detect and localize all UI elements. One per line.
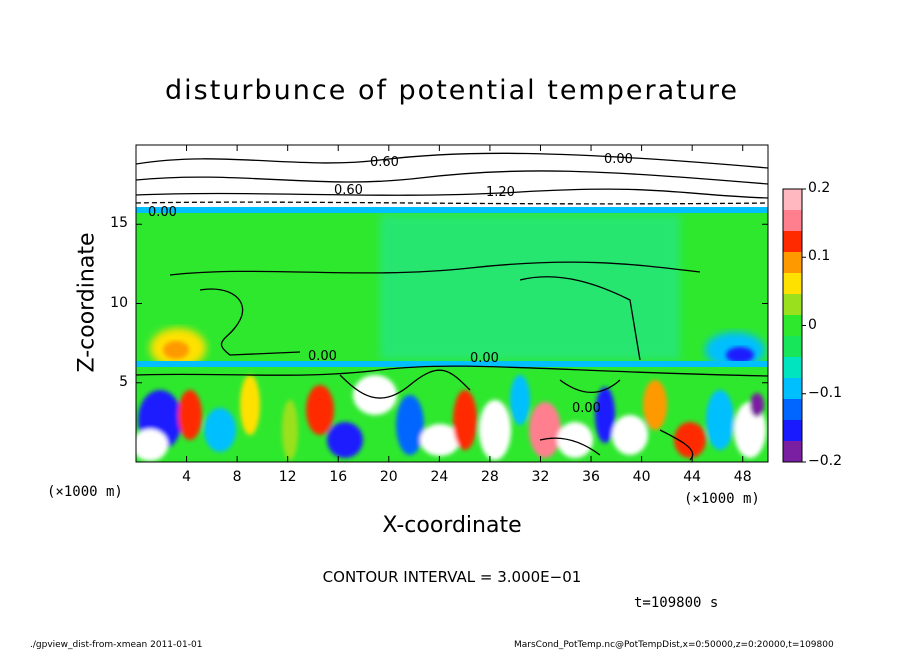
x-tick-label: 4 (182, 469, 191, 485)
colorbar-swatch (783, 231, 802, 253)
footer-right: MarsCond_PotTemp.nc@PotTempDist,x=0:5000… (514, 640, 834, 650)
colorbar-tick-label: 0.2 (808, 180, 831, 196)
x-tick-label: 28 (480, 469, 499, 485)
x-tick-label: 40 (632, 469, 651, 485)
colorbar-swatch (783, 399, 802, 421)
x-tick-label: 24 (430, 469, 449, 485)
footer-left: ./gpview_dist-from-xmean 2011-01-01 (30, 640, 203, 650)
chart-title: disturbunce of potential temperature (165, 75, 739, 106)
colorbar-swatch (783, 273, 802, 295)
colorbar-swatch (783, 441, 802, 463)
contour-label: 1.20 (486, 185, 515, 200)
x-unit-left: (×1000 m) (47, 484, 123, 500)
colorbar-tick-label: −0.1 (808, 384, 842, 401)
y-axis-label: Z-coordinate (74, 232, 100, 373)
contour-label: 0.00 (604, 152, 633, 167)
x-tick-label: 20 (379, 469, 398, 485)
y-tick-label: 15 (110, 215, 128, 232)
colorbar-tick-label: 0.1 (808, 248, 831, 265)
contour-interval: CONTOUR INTERVAL = 3.000E−01 (322, 568, 582, 586)
contour-label: 0.00 (572, 401, 601, 416)
contour-label: 0.00 (470, 351, 499, 366)
colorbar-tick-label: 0 (808, 316, 817, 333)
contour-label: 0.00 (148, 205, 177, 220)
x-tick-label: 36 (582, 469, 600, 485)
colorbar-swatch (783, 420, 802, 442)
colorbar-swatch (783, 378, 802, 400)
colorbar-swatch (783, 294, 802, 316)
colorbar-swatch (783, 189, 802, 211)
colorbar-tick-label: −0.2 (808, 453, 842, 469)
x-tick-label: 48 (733, 469, 752, 485)
x-tick-label: 8 (232, 469, 242, 485)
x-tick-label: 44 (683, 469, 702, 485)
x-tick-label: 32 (531, 469, 550, 485)
heatmap-field (136, 145, 768, 462)
colorbar (782, 188, 803, 463)
contour-label: 0.60 (334, 183, 363, 198)
y-tick-label: 10 (110, 294, 128, 311)
colorbar-swatch (783, 357, 802, 379)
colorbar-swatch (783, 336, 802, 358)
x-tick-label: 16 (329, 469, 348, 485)
contour-label: 0.60 (370, 155, 399, 170)
colorbar-swatch (783, 315, 802, 337)
contour-label: 0.00 (308, 349, 337, 364)
colorbar-swatch (783, 252, 802, 274)
y-tick-label: 5 (119, 373, 128, 390)
time-stamp: t=109800 s (634, 595, 719, 611)
x-unit-right: (×1000 m) (684, 491, 760, 507)
x-axis-label: X-coordinate (382, 513, 522, 538)
x-tick-label: 12 (278, 469, 297, 485)
colorbar-swatch (783, 210, 802, 232)
